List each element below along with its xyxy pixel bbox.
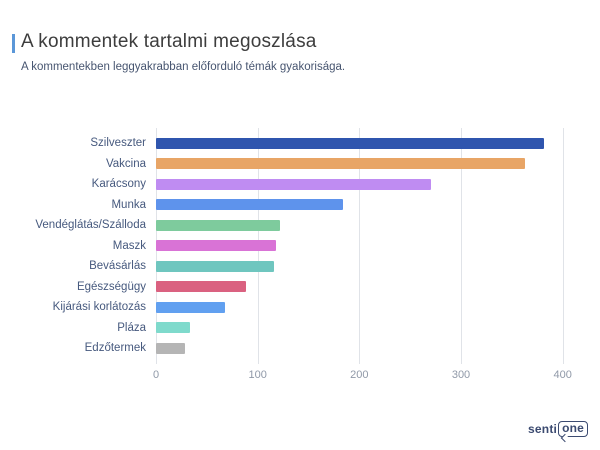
category-label: Bevásárlás xyxy=(89,260,146,273)
bar-track xyxy=(156,301,582,313)
bar xyxy=(156,322,190,334)
bar-track xyxy=(156,199,582,211)
category-label: Pláza xyxy=(117,321,146,334)
category-label: Karácsony xyxy=(91,178,146,191)
category-label: Vendéglátás/Szálloda xyxy=(35,219,146,232)
chart-row: Edzőtermek xyxy=(0,338,600,359)
x-tick-label: 300 xyxy=(451,369,471,381)
x-tick-label: 200 xyxy=(350,369,369,381)
category-label: Vakcina xyxy=(105,157,146,170)
category-label: Edzőtermek xyxy=(84,342,146,355)
bar xyxy=(156,199,344,211)
page-title: A kommentek tartalmi megoszlása xyxy=(21,31,317,52)
chart-header: A kommentek tartalmi megoszlása A kommen… xyxy=(12,31,345,73)
title-accent-bar xyxy=(12,34,15,53)
bar xyxy=(156,178,431,190)
sentione-logo: senti one xyxy=(528,420,588,437)
horizontal-bar-chart: Szilveszter Vakcina Karácsony Munka Vendéglá… xyxy=(0,128,600,381)
category-label: Munka xyxy=(111,198,146,211)
bar xyxy=(156,281,247,293)
bar xyxy=(156,240,276,252)
gridline xyxy=(359,128,361,364)
bar-track xyxy=(156,178,582,190)
logo-text-one-box: one xyxy=(558,420,588,437)
gridline xyxy=(461,128,462,364)
bar-track xyxy=(156,260,582,272)
gridline xyxy=(562,128,564,364)
category-label: Szilveszter xyxy=(90,137,146,150)
chart-row: Karácsony xyxy=(0,174,600,195)
chart-row: Szilveszter xyxy=(0,133,600,154)
x-axis: 0 100 200 300 400 xyxy=(152,369,582,385)
bar xyxy=(156,342,186,354)
bar xyxy=(156,158,526,170)
logo-text-senti: senti xyxy=(528,421,558,436)
chart-row: Egészségügy xyxy=(0,277,600,298)
bar-track xyxy=(156,281,582,293)
category-label: Kijárási korlátozás xyxy=(52,301,146,314)
chart-row: Vendéglátás/Szálloda xyxy=(0,215,600,236)
bar-track xyxy=(156,158,582,170)
x-tick-label: 0 xyxy=(152,369,160,381)
bar xyxy=(156,219,281,231)
category-label: Maszk xyxy=(112,239,146,252)
bar xyxy=(156,137,545,149)
bar-track xyxy=(156,342,582,354)
bar xyxy=(156,260,274,272)
bar-track xyxy=(156,322,582,334)
chart-row: Pláza xyxy=(0,318,600,339)
chart-rows: Szilveszter Vakcina Karácsony Munka Vendéglá… xyxy=(0,133,600,359)
x-tick-label: 400 xyxy=(553,369,572,381)
chart-row: Bevásárlás xyxy=(0,256,600,277)
bar-track xyxy=(156,137,582,149)
bar-track xyxy=(156,240,582,252)
chart-row: Kijárási korlátozás xyxy=(0,297,600,318)
bar-track xyxy=(156,219,582,231)
chart-row: Maszk xyxy=(0,236,600,257)
category-label: Egészségügy xyxy=(76,280,146,293)
x-tick-label: 100 xyxy=(248,369,267,381)
bar xyxy=(156,301,226,313)
chart-row: Munka xyxy=(0,195,600,216)
chart-row: Vakcina xyxy=(0,154,600,175)
page-subtitle: A kommentekben leggyakrabban előforduló … xyxy=(21,61,346,73)
